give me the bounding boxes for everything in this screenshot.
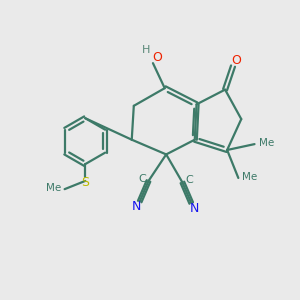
Text: O: O bbox=[232, 54, 242, 67]
Text: N: N bbox=[190, 202, 199, 215]
Text: S: S bbox=[81, 176, 89, 189]
Text: Me: Me bbox=[259, 138, 274, 148]
Text: O: O bbox=[152, 51, 162, 64]
Text: Me: Me bbox=[242, 172, 258, 182]
Text: C: C bbox=[138, 174, 146, 184]
Text: Me: Me bbox=[46, 183, 61, 193]
Text: N: N bbox=[132, 200, 141, 213]
Text: H: H bbox=[142, 45, 151, 55]
Text: C: C bbox=[185, 175, 193, 185]
